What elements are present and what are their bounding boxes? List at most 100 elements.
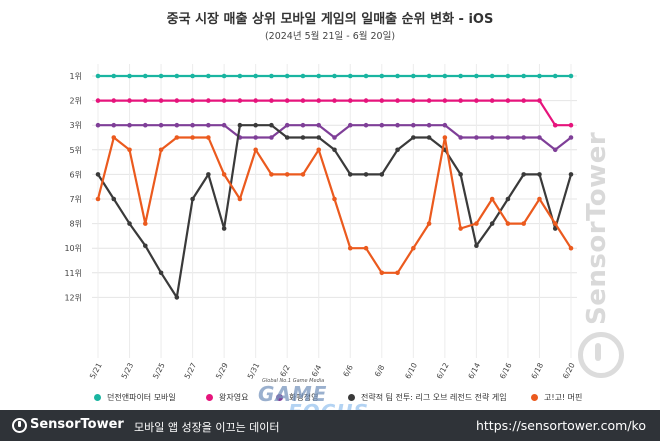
x-tick-label: 5/29	[214, 361, 230, 380]
data-point-series-2	[458, 98, 463, 103]
data-point-series-2	[111, 98, 117, 103]
data-point-series-2	[253, 98, 258, 103]
data-point-series-5	[489, 196, 495, 202]
data-point-series-1	[537, 73, 542, 79]
data-point-series-1	[221, 73, 227, 79]
data-point-series-2	[552, 122, 558, 128]
data-point-series-5	[537, 196, 542, 202]
data-point-series-1	[426, 73, 432, 79]
x-tick-label: 6/6	[341, 363, 355, 378]
data-point-series-5	[426, 221, 432, 226]
data-point-series-3	[458, 135, 463, 140]
legend-marker	[531, 394, 538, 401]
data-point-series-1	[206, 73, 211, 79]
data-point-series-3	[332, 135, 337, 140]
data-point-series-2	[237, 98, 243, 103]
x-tick-label: 6/16	[498, 361, 514, 380]
data-point-series-1	[363, 73, 369, 79]
x-tick-label: 6/4	[310, 363, 324, 378]
data-point-series-2	[269, 98, 274, 103]
x-tick-label: 6/2	[278, 363, 292, 378]
data-point-series-1	[300, 73, 306, 79]
data-point-series-4	[237, 122, 243, 128]
y-tick-label: 5위	[70, 146, 82, 155]
data-point-series-5	[237, 196, 243, 202]
y-tick-label: 12위	[64, 293, 82, 302]
data-point-series-3	[521, 135, 526, 140]
y-tick-label: 10위	[64, 244, 82, 253]
x-tick-label: 5/27	[182, 361, 198, 380]
data-point-series-3	[347, 122, 353, 128]
data-point-series-3	[95, 122, 101, 128]
data-point-series-2	[221, 98, 227, 103]
y-tick-label: 1위	[70, 72, 82, 81]
data-point-series-1	[568, 73, 574, 79]
data-point-series-5	[221, 172, 227, 177]
data-point-series-5	[127, 147, 132, 153]
data-point-series-4	[489, 221, 495, 226]
data-point-series-1	[505, 73, 511, 79]
data-point-series-3	[143, 122, 148, 128]
x-tick-label: 6/18	[529, 361, 545, 380]
x-tick-label: 6/12	[435, 361, 451, 380]
data-point-series-3	[537, 135, 542, 140]
data-point-series-2	[127, 98, 132, 103]
sensortower-logo-icon	[12, 418, 27, 433]
data-point-series-5	[284, 172, 290, 177]
data-point-series-4	[174, 295, 180, 300]
data-point-series-5	[347, 245, 353, 251]
x-tick-label: 6/8	[373, 363, 387, 378]
data-point-series-5	[521, 221, 526, 226]
data-point-series-3	[442, 122, 448, 128]
data-point-series-3	[158, 122, 164, 128]
data-point-series-5	[474, 221, 479, 226]
data-point-series-4	[347, 172, 353, 177]
data-point-series-5	[143, 221, 148, 226]
data-point-series-1	[442, 73, 448, 79]
data-point-series-4	[284, 135, 290, 140]
x-tick-label: 6/10	[403, 361, 419, 380]
data-point-series-3	[269, 135, 274, 140]
chart-title: 중국 시장 매출 상위 모바일 게임의 일매출 순위 변화 - iOS	[166, 12, 494, 27]
data-point-series-4	[316, 135, 322, 140]
data-point-series-3	[221, 122, 227, 128]
footer-brand: SensorTower	[30, 417, 124, 432]
y-tick-label: 2위	[70, 97, 82, 106]
data-point-series-4	[158, 270, 164, 276]
data-point-series-5	[458, 226, 463, 231]
series-line-2	[98, 99, 571, 127]
data-point-series-4	[505, 196, 511, 202]
data-point-series-2	[143, 98, 148, 103]
data-point-series-4	[206, 172, 211, 177]
data-point-series-1	[316, 73, 322, 79]
data-point-series-5	[552, 221, 558, 226]
x-tick-label: 5/25	[151, 361, 167, 380]
data-point-series-1	[474, 73, 479, 79]
data-point-series-3	[395, 122, 400, 128]
data-point-series-2	[411, 98, 416, 103]
data-point-series-2	[537, 98, 542, 103]
data-point-series-5	[442, 135, 448, 140]
data-point-series-5	[174, 135, 180, 140]
data-point-series-3	[379, 122, 385, 128]
data-point-series-4	[426, 135, 432, 140]
data-point-series-5	[395, 270, 400, 276]
series-line-5	[96, 136, 572, 274]
data-point-series-3	[300, 122, 306, 128]
data-point-series-5	[505, 221, 511, 226]
data-point-series-2	[300, 98, 306, 103]
footer-url[interactable]: https://sensortower.com/ko	[475, 418, 646, 433]
data-point-series-3	[174, 122, 180, 128]
x-tick-label: 5/31	[246, 361, 262, 380]
data-point-series-1	[379, 73, 385, 79]
data-point-series-4	[300, 135, 306, 140]
data-point-series-1	[253, 73, 258, 79]
data-point-series-2	[379, 98, 385, 103]
data-point-series-2	[363, 98, 369, 103]
data-point-series-4	[458, 172, 463, 177]
data-point-series-1	[127, 73, 132, 79]
legend-label: 화평정영	[289, 393, 319, 402]
data-point-series-1	[347, 73, 353, 79]
data-point-series-1	[237, 73, 243, 79]
data-point-series-3	[426, 122, 432, 128]
